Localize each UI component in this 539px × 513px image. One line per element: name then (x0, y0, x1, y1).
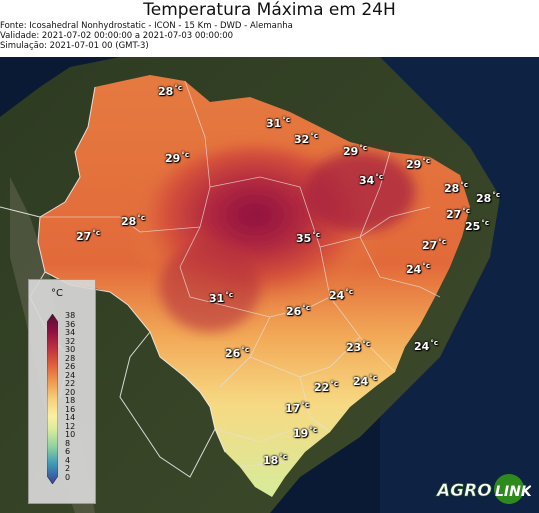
temp-label-al: 27°c (422, 238, 446, 252)
legend-tick-label: 30 (65, 345, 76, 354)
temp-label-go: 26°c (286, 304, 310, 318)
legend-tick-label: 18 (65, 396, 76, 405)
simulation-line: Simulação: 2021-07-01 00 (GMT-3) (0, 41, 149, 51)
temp-label-ap: 31°c (266, 116, 290, 130)
legend-tick-label: 10 (65, 430, 76, 439)
legend-tick-label: 0 (65, 472, 71, 482)
temp-label-ac: 27°c (76, 229, 100, 243)
temp-label-sp: 22°c (314, 380, 338, 394)
temp-label-rj: 24°c (353, 374, 377, 388)
legend-tick-label: 34 (65, 328, 76, 337)
state-borders (40, 80, 441, 468)
temp-label-rr: 28°c (158, 84, 182, 98)
hot-core-west (160, 242, 260, 332)
temp-label-rn-coast: 28°c (476, 191, 500, 205)
logo-text-left: AGRO (435, 481, 492, 501)
hot-core-north (305, 152, 415, 232)
temp-label-ce: 29°c (406, 157, 430, 171)
legend-tick-label: 14 (65, 413, 76, 422)
temp-label-ba: 24°c (329, 288, 353, 302)
color-legend: °C 38 36 34 32 30 28 26 24 22 20 18 16 14 12 10 8 6 4 2 0 (28, 279, 96, 504)
temp-label-am: 29°c (165, 151, 189, 165)
map-title: Temperatura Máxima em 24H (143, 0, 396, 20)
temp-label-sc: 19°c (293, 426, 317, 440)
legend-tick-label: 28 (65, 353, 76, 363)
temp-label-am-south: 28°c (121, 214, 145, 228)
temp-label-ms: 26°c (225, 346, 249, 360)
agrolink-logo: AGRO LINK (435, 474, 531, 504)
temp-label-to: 35°c (296, 231, 320, 245)
temp-label-ma-north: 29°c (343, 144, 367, 158)
legend-tick-label: 32 (65, 336, 76, 346)
validity-line: Validade: 2021-07-02 00:00:00 a 2021-07-… (0, 31, 234, 41)
legend-tick-label: 36 (65, 319, 76, 329)
temp-label-mt: 31°c (209, 291, 233, 305)
source-line: Fonte: Icosahedral Nonhydrostatic - ICON… (0, 21, 293, 31)
legend-tick-label: 24 (65, 370, 76, 380)
temp-label-rn: 28°c (444, 181, 468, 195)
temp-label-ba-sea: 24°c (414, 339, 438, 353)
temp-label-mg: 23°c (346, 340, 370, 354)
temperature-map (0, 57, 539, 513)
temp-label-rs: 18°c (263, 453, 287, 467)
temp-label-pr: 17°c (285, 401, 309, 415)
temp-label-se: 24°c (406, 262, 430, 276)
legend-tick-label: 22 (65, 379, 76, 388)
legend-tick-label: 6 (65, 447, 71, 456)
legend-tick-label: 12 (65, 421, 76, 431)
legend-unit: °C (51, 288, 63, 299)
legend-tick-label: 8 (65, 438, 71, 448)
legend-tick-label: 38 (65, 311, 76, 320)
legend-tick-label: 2 (65, 464, 71, 473)
legend-tick-label: 4 (65, 455, 71, 465)
temp-label-pa-north: 32°c (294, 132, 318, 146)
legend-tick-label: 26 (65, 362, 76, 371)
temp-label-pe-coast: 25°c (465, 219, 489, 233)
temp-label-pi: 34°c (359, 173, 383, 187)
legend-tick-label: 20 (65, 387, 76, 397)
legend-tick-label: 16 (65, 404, 76, 414)
temp-label-pb: 27°c (446, 207, 470, 221)
legend-colorbar (47, 314, 58, 484)
logo-text-right: LINK (495, 484, 531, 500)
